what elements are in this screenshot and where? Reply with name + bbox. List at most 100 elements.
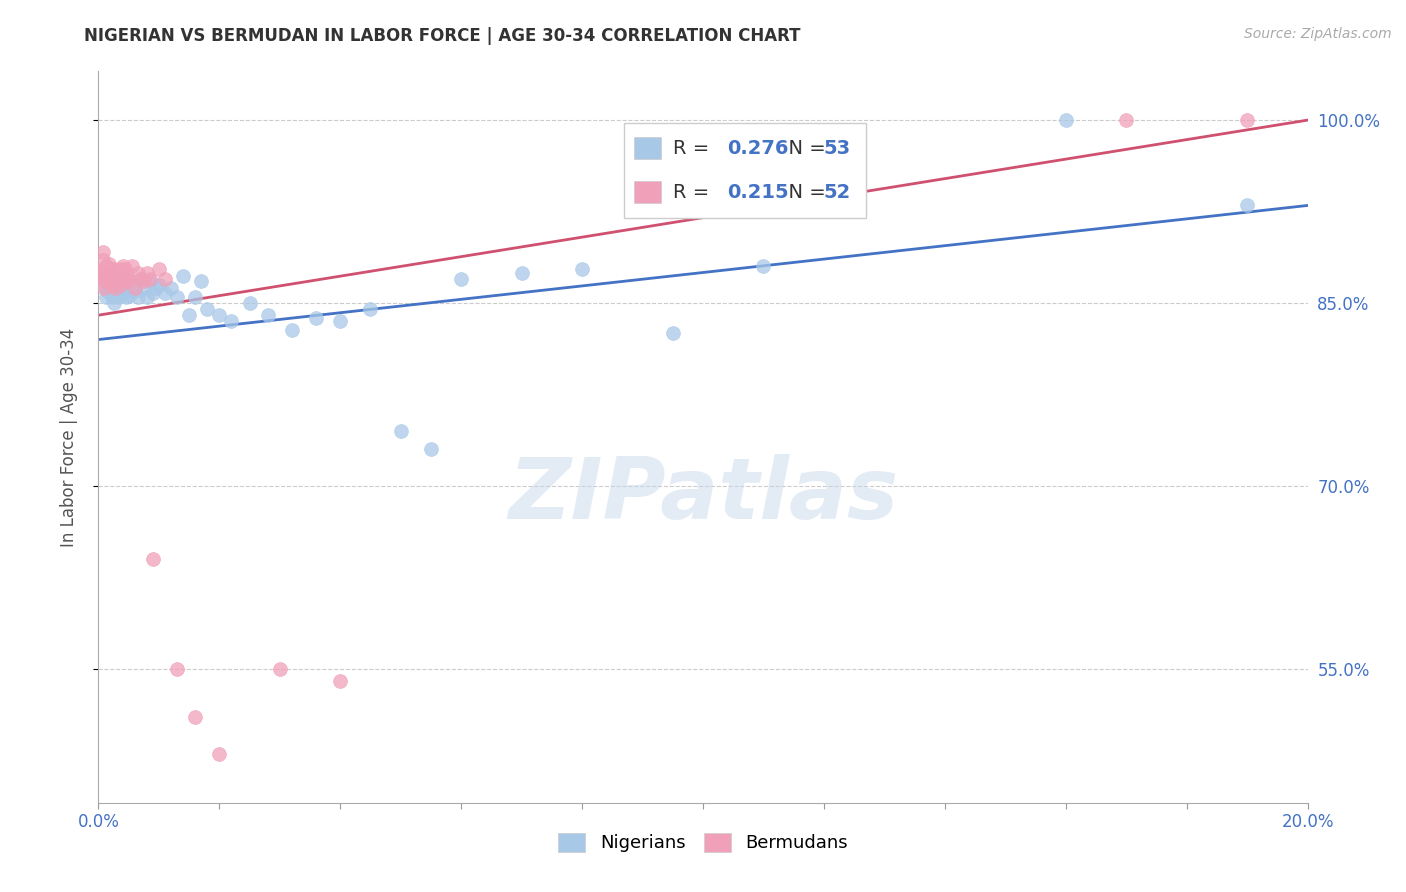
Legend: Nigerians, Bermudans: Nigerians, Bermudans: [551, 826, 855, 860]
Text: N =: N =: [776, 183, 831, 202]
Point: [96, 265, 118, 279]
Point: [1054, 113, 1077, 128]
Point: [1236, 113, 1258, 128]
Point: [184, 710, 207, 724]
Point: [256, 308, 278, 322]
Point: [111, 286, 134, 301]
Point: [111, 260, 134, 274]
Point: [221, 314, 243, 328]
Point: [179, 308, 201, 322]
Text: Source: ZipAtlas.com: Source: ZipAtlas.com: [1244, 27, 1392, 41]
FancyBboxPatch shape: [634, 181, 661, 203]
Text: R =: R =: [672, 183, 716, 202]
Text: ZIPatlas: ZIPatlas: [508, 454, 898, 537]
Point: [118, 288, 141, 302]
Point: [142, 552, 165, 566]
Point: [101, 261, 124, 276]
Point: [112, 271, 135, 285]
Text: N =: N =: [776, 138, 831, 158]
Point: [93, 261, 115, 276]
Point: [117, 281, 139, 295]
Point: [132, 281, 155, 295]
Point: [117, 274, 139, 288]
Point: [127, 290, 149, 304]
Point: [91, 244, 114, 259]
Point: [148, 261, 170, 276]
Point: [166, 290, 188, 304]
Point: [329, 314, 352, 328]
Point: [571, 261, 593, 276]
Point: [145, 281, 167, 295]
Point: [98, 257, 121, 271]
Point: [105, 265, 128, 279]
Point: [97, 274, 120, 288]
Point: [305, 310, 328, 325]
Point: [114, 290, 136, 304]
Point: [91, 277, 114, 292]
Point: [96, 284, 118, 298]
Point: [98, 265, 121, 279]
Point: [208, 308, 231, 322]
Point: [139, 274, 162, 288]
Point: [139, 271, 162, 285]
Point: [98, 271, 121, 285]
Point: [269, 662, 291, 676]
Point: [100, 274, 122, 288]
Point: [121, 260, 143, 274]
Point: [752, 260, 775, 274]
Point: [135, 290, 157, 304]
Y-axis label: In Labor Force | Age 30-34: In Labor Force | Age 30-34: [59, 327, 77, 547]
Point: [104, 271, 127, 285]
Point: [110, 281, 132, 295]
Point: [105, 277, 128, 292]
Point: [114, 261, 136, 276]
Point: [389, 424, 412, 438]
Point: [121, 274, 143, 288]
Point: [108, 261, 131, 276]
Text: 0.276: 0.276: [727, 138, 789, 158]
Point: [94, 271, 117, 285]
Point: [132, 274, 155, 288]
Point: [661, 326, 683, 341]
Point: [239, 296, 262, 310]
Point: [100, 261, 122, 276]
Point: [360, 301, 382, 317]
Point: [184, 290, 207, 304]
Point: [172, 269, 194, 284]
Point: [110, 277, 132, 292]
Point: [93, 271, 115, 285]
Text: 53: 53: [824, 138, 851, 158]
Point: [148, 277, 170, 292]
Point: [166, 662, 188, 676]
Point: [103, 265, 125, 279]
Point: [129, 271, 152, 285]
Point: [93, 281, 115, 295]
Point: [104, 271, 127, 285]
FancyBboxPatch shape: [634, 137, 661, 159]
Point: [100, 284, 122, 298]
Text: NIGERIAN VS BERMUDAN IN LABOR FORCE | AGE 30-34 CORRELATION CHART: NIGERIAN VS BERMUDAN IN LABOR FORCE | AG…: [84, 27, 801, 45]
Point: [160, 281, 183, 295]
Point: [281, 323, 304, 337]
Point: [510, 265, 533, 279]
Text: R =: R =: [672, 138, 716, 158]
Point: [100, 290, 122, 304]
Point: [153, 286, 176, 301]
Point: [118, 271, 141, 285]
Point: [97, 265, 120, 279]
Point: [107, 290, 129, 304]
Point: [142, 286, 165, 301]
Point: [107, 274, 129, 288]
Point: [91, 253, 114, 268]
Point: [190, 274, 212, 288]
Point: [96, 260, 118, 274]
Point: [208, 747, 231, 761]
Point: [329, 673, 352, 688]
Point: [153, 271, 176, 285]
Point: [91, 271, 114, 285]
Point: [420, 442, 443, 457]
Point: [135, 265, 157, 279]
Text: 0.215: 0.215: [727, 183, 789, 202]
Text: 52: 52: [824, 183, 851, 202]
Point: [90, 265, 112, 279]
